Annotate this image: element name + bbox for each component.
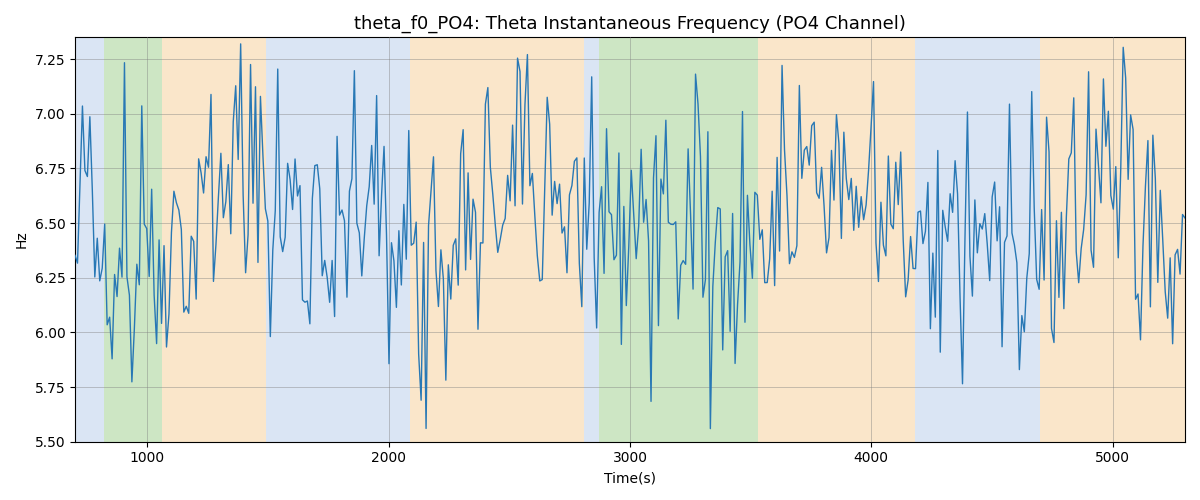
Bar (644, 38, 758, 442)
Bar (814, 38, 914, 442)
Bar (1040, 38, 1186, 442)
Bar (284, 38, 410, 442)
Title: theta_f0_PO4: Theta Instantaneous Frequency (PO4 Channel): theta_f0_PO4: Theta Instantaneous Freque… (354, 15, 906, 34)
Bar (104, 38, 162, 442)
Bar (584, 38, 599, 442)
Y-axis label: Hz: Hz (14, 230, 29, 248)
Bar (914, 38, 1040, 442)
Bar (162, 38, 265, 442)
Bar (76, 38, 104, 442)
Bar (265, 38, 284, 442)
Bar (599, 38, 644, 442)
Bar (410, 38, 584, 442)
X-axis label: Time(s): Time(s) (604, 471, 656, 485)
Bar (758, 38, 814, 442)
